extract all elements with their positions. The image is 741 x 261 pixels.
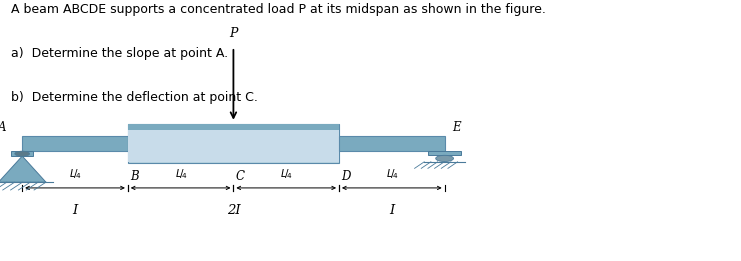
Text: C: C: [236, 170, 245, 183]
Bar: [127, 124, 339, 163]
Bar: [127, 130, 339, 162]
Text: B: B: [130, 170, 139, 183]
Bar: [127, 124, 339, 130]
Text: I: I: [389, 204, 394, 217]
Text: A: A: [0, 121, 6, 134]
Text: $L\!/\!_{4}$: $L\!/\!_{4}$: [386, 167, 398, 181]
Bar: [11, 151, 33, 156]
Circle shape: [15, 151, 30, 156]
Bar: [339, 136, 445, 151]
Polygon shape: [0, 156, 46, 182]
Text: E: E: [452, 121, 461, 134]
Text: b)  Determine the deflection at point C.: b) Determine the deflection at point C.: [11, 91, 258, 104]
Text: $L\!/\!_{4}$: $L\!/\!_{4}$: [69, 167, 81, 181]
Circle shape: [436, 155, 453, 162]
Text: A beam ABCDE supports a concentrated load P at its midspan as shown in the figur: A beam ABCDE supports a concentrated loa…: [11, 3, 546, 16]
Text: 2I: 2I: [227, 204, 240, 217]
Text: $L\!/\!_{4}$: $L\!/\!_{4}$: [175, 167, 187, 181]
Text: P: P: [229, 27, 238, 40]
Text: $L\!/\!_{4}$: $L\!/\!_{4}$: [280, 167, 292, 181]
Text: D: D: [341, 170, 350, 183]
Text: I: I: [73, 204, 78, 217]
Bar: [428, 151, 461, 155]
Bar: [22, 136, 127, 151]
Text: a)  Determine the slope at point A.: a) Determine the slope at point A.: [11, 47, 228, 60]
